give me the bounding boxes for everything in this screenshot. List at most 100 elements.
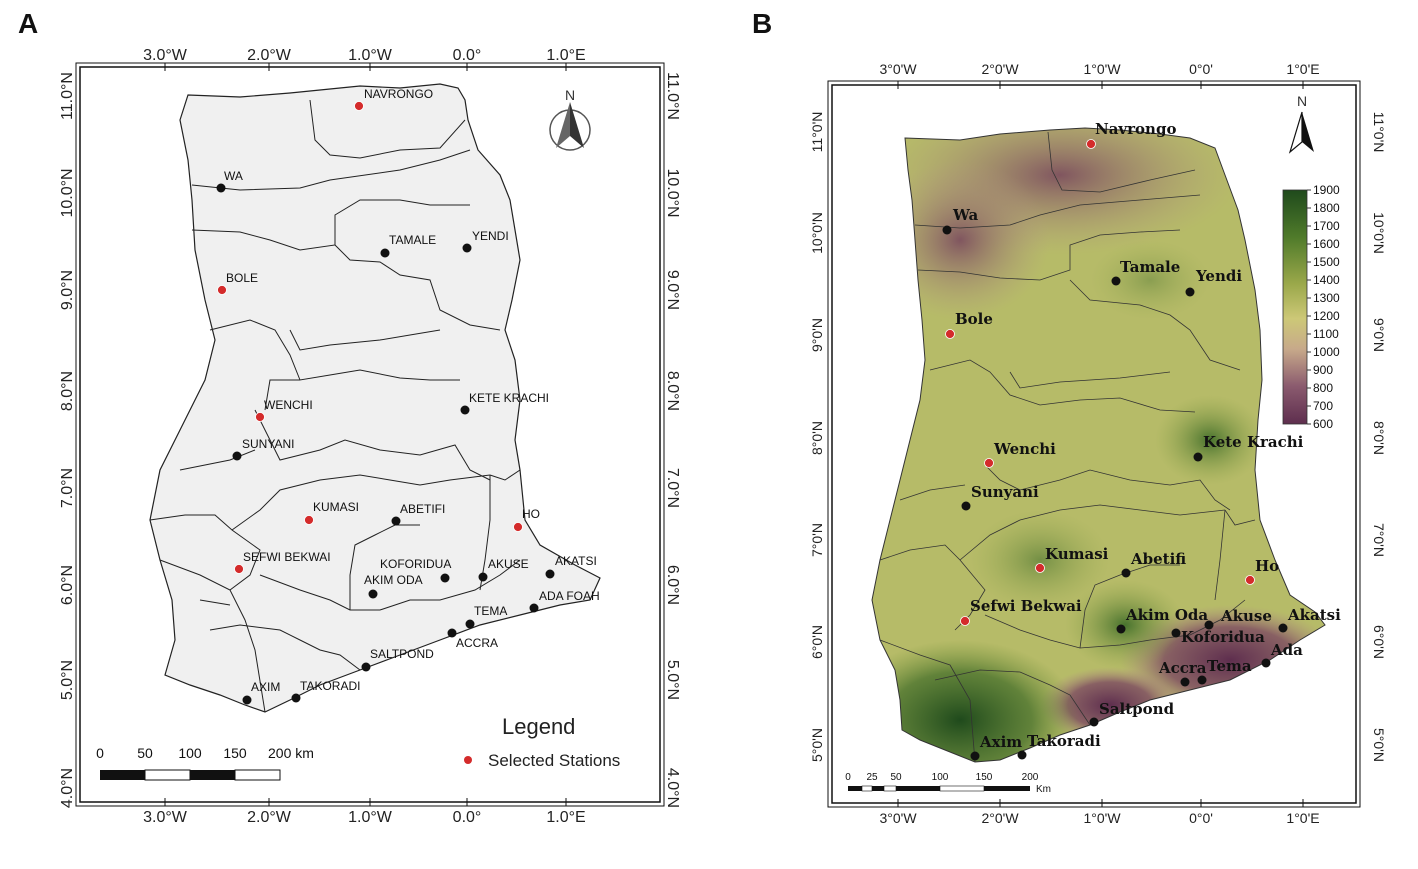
station-label: Navrongo: [1095, 120, 1176, 138]
station-label: TAKORADI: [300, 679, 360, 693]
station-marker: [217, 285, 227, 295]
colorbar-label: 1200: [1313, 309, 1340, 323]
lon-tick-b-4: 1°0'E: [1286, 61, 1319, 77]
north-arrow-right-b: [1302, 112, 1314, 152]
lat-tick-b-left-5: 10°0'N: [809, 212, 825, 254]
colorbar-label: 1000: [1313, 345, 1340, 359]
legend-title: Legend: [502, 714, 575, 739]
panel-label-b: B: [752, 8, 773, 39]
station-marker: [216, 183, 226, 193]
station-marker: [942, 225, 952, 235]
station-ada-foah: ADA FOAH: [529, 589, 600, 613]
station-marker: [1180, 677, 1190, 687]
station-label: SEFWI BEKWAI: [243, 550, 331, 564]
lon-tick-a-bottom-0: 3.0°W: [143, 809, 188, 826]
station-marker: [242, 695, 252, 705]
colorbar-label: 600: [1313, 417, 1333, 431]
lon-tick-a-3: 0.0°: [453, 47, 482, 64]
station-bole: Bole: [945, 310, 993, 339]
colorbar-labels: 1900 1800 1700 1600 1500 1400 1300 1200 1100 1000…: [1307, 183, 1340, 431]
lon-tick-b-bottom-1: 2°0'W: [981, 810, 1019, 826]
scale-label-a-2: 100: [178, 745, 202, 761]
station-label: NAVRONGO: [364, 87, 433, 101]
station-marker: [1116, 624, 1126, 634]
lat-tick-b-right-0: 5°0'N: [1371, 728, 1387, 762]
colorbar-label: 1300: [1313, 291, 1340, 305]
station-sunyani: SUNYANI: [232, 437, 294, 461]
station-label: Sefwi Bekwai: [970, 597, 1082, 615]
lon-tick-b-bottom-2: 1°0'W: [1083, 810, 1121, 826]
lat-ticks-b-left: 5°0'N 6°0'N 7°0'N 8°0'N 9°0'N 10°0'N 11°…: [809, 112, 825, 762]
station-marker: [1017, 750, 1027, 760]
station-marker: [545, 569, 555, 579]
station-marker: [361, 662, 371, 672]
colorbar-label: 1600: [1313, 237, 1340, 251]
station-marker: [255, 412, 265, 422]
station-marker: [1193, 452, 1203, 462]
lat-tick-a-right-0: 4.0°N: [664, 768, 681, 808]
station-sunyani: Sunyani: [961, 483, 1039, 511]
station-navrongo: Navrongo: [1086, 120, 1176, 149]
station-label: Kumasi: [1045, 545, 1109, 563]
scale-label-b-1: 25: [866, 772, 878, 783]
lat-tick-a-right-4: 8.0°N: [664, 371, 681, 411]
station-marker: [945, 329, 955, 339]
lat-tick-b-left-2: 7°0'N: [809, 523, 825, 557]
station-sefwi-bekwai: SEFWI BEKWAI: [234, 550, 331, 574]
station-marker: [1204, 620, 1214, 630]
north-arrow-b: N: [1288, 93, 1314, 154]
station-marker: [1261, 658, 1271, 668]
lat-ticks-a-left: 4.0°N 5.0°N 6.0°N 7.0°N 8.0°N 9.0°N 10.0…: [59, 72, 76, 808]
station-label: SUNYANI: [242, 437, 294, 451]
lon-tick-b-3: 0°0': [1189, 61, 1213, 77]
station-label: Abetifi: [1130, 550, 1186, 568]
scale-seg-3: [190, 770, 235, 780]
station-ho: HO: [513, 507, 540, 532]
station-axim: Axim: [970, 733, 1022, 761]
station-axim: AXIM: [242, 680, 280, 705]
lon-tick-a-bottom-3: 0.0°: [453, 809, 482, 826]
station-marker: [291, 693, 301, 703]
lon-tick-a-bottom-2: 1.0°W: [348, 809, 393, 826]
station-koforidua: KOFORIDUA: [380, 557, 451, 583]
lat-tick-b-left-6: 11°0'N: [809, 112, 825, 153]
lon-tick-b-bottom-3: 0°0': [1189, 810, 1213, 826]
lat-tick-a-right-7: 11.0°N: [664, 72, 681, 120]
station-accra: ACCRA: [447, 628, 498, 650]
scale-label-b-4: 150: [976, 772, 993, 783]
station-label: AKIM ODA: [364, 573, 423, 587]
colorbar-ramp: [1282, 189, 1308, 425]
station-tamale: Tamale: [1111, 258, 1180, 286]
lat-tick-a-left-1: 5.0°N: [59, 660, 76, 700]
station-label: Akuse: [1220, 607, 1272, 625]
station-label: TEMA: [474, 604, 507, 618]
station-kumasi: KUMASI: [304, 500, 359, 525]
station-label: Kete Krachi: [1203, 433, 1304, 451]
station-label: KETE KRACHI: [469, 391, 549, 405]
station-kete-krachi: KETE KRACHI: [460, 391, 549, 415]
colorbar-label: 1800: [1313, 201, 1340, 215]
station-navrongo: NAVRONGO: [354, 87, 433, 111]
scale-b-seg-6: [939, 785, 985, 792]
lat-tick-b-left-3: 8°0'N: [809, 421, 825, 455]
scale-b-seg-2: [861, 785, 873, 792]
colorbar-label: 700: [1313, 399, 1333, 413]
scale-seg-4: [234, 769, 281, 781]
colorbar-label: 1100: [1313, 327, 1339, 341]
lat-tick-a-right-2: 6.0°N: [664, 565, 681, 605]
north-arrow-a: N: [549, 87, 591, 151]
lat-ticks-a-right: 4.0°N 5.0°N 6.0°N 7.0°N 8.0°N 9.0°N 10.0…: [664, 72, 681, 808]
station-label: Wenchi: [993, 440, 1056, 458]
station-label: ACCRA: [456, 636, 498, 650]
station-takoradi: TAKORADI: [291, 679, 360, 703]
region-borders-b: [879, 131, 1256, 763]
station-marker: [1197, 675, 1207, 685]
station-marker: [961, 501, 971, 511]
lat-tick-a-left-0: 4.0°N: [59, 768, 76, 808]
station-label: Sunyani: [971, 483, 1039, 501]
lat-tick-a-left-7: 11.0°N: [59, 72, 76, 120]
frame-ticks-b: [897, 81, 1304, 807]
scale-label-a-4: 200 km: [268, 745, 314, 761]
station-label: HO: [522, 507, 540, 521]
